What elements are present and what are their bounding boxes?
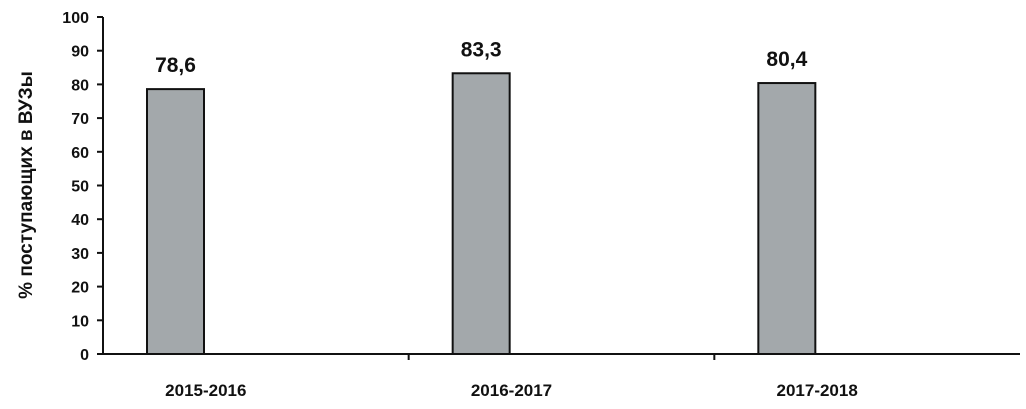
bar-2015-2016 (146, 88, 205, 355)
x-category-label-2016-2017: 2016-2017 (471, 381, 552, 400)
y-tick-label-50: 50 (71, 179, 89, 196)
y-axis-title: % поступающих в ВУЗы (16, 71, 37, 299)
y-tick-label-40: 40 (71, 212, 89, 229)
labels-layer: 78,6 83,3 80,4 0 10 20 30 40 50 60 70 80 90 100 2015-2… (62, 10, 858, 400)
y-tick-label-10: 10 (71, 313, 89, 330)
y-tick-label-60: 60 (71, 145, 89, 162)
bar-2017-2018 (757, 82, 817, 355)
y-tick-label-80: 80 (71, 77, 89, 94)
axes-layer (97, 16, 1020, 360)
x-category-label-2017-2018: 2017-2018 (777, 381, 858, 400)
y-axis-title-group: % поступающих в ВУЗы (16, 71, 37, 299)
bar-2016-2017 (451, 72, 511, 356)
bars-layer (146, 72, 817, 356)
data-label-2016-2017: 83,3 (461, 38, 502, 61)
y-tick-label-90: 90 (71, 44, 89, 61)
data-label-2015-2016: 78,6 (155, 54, 196, 77)
y-tick-label-70: 70 (71, 111, 89, 128)
x-category-label-2015-2016: 2015-2016 (165, 381, 246, 400)
data-label-2017-2018: 80,4 (766, 48, 807, 71)
y-tick-label-30: 30 (71, 246, 89, 263)
y-tick-label-0: 0 (80, 347, 89, 364)
y-tick-label-100: 100 (62, 10, 89, 27)
y-tick-label-20: 20 (71, 280, 89, 297)
